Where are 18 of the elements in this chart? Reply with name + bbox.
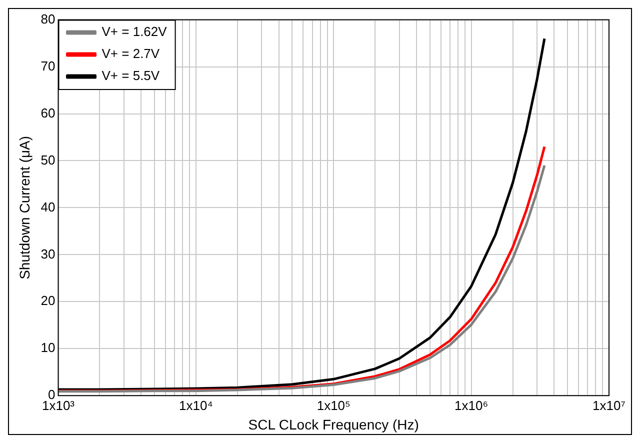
y-tick-label: 0: [48, 387, 56, 402]
legend-label: V+ = 1.62V: [102, 24, 168, 40]
y-axis-title: Shutdown Current (μA): [16, 136, 32, 280]
x-tick-label: 1x10⁴: [179, 398, 213, 413]
legend-label: V+ = 5.5V: [102, 68, 160, 84]
y-tick-label: 30: [40, 246, 56, 262]
x-tick-label: 1x10⁷: [592, 398, 626, 413]
x-tick-label: 1x10⁵: [316, 398, 350, 413]
legend-label: V+ = 2.7V: [102, 46, 160, 62]
y-tick-label: 10: [40, 340, 56, 356]
y-tick-label: 60: [40, 105, 56, 120]
y-tick-label: 40: [40, 199, 56, 214]
y-tick-label: 20: [40, 293, 56, 308]
y-tick-label: 50: [40, 152, 56, 168]
x-tick-label: 1x10⁶: [454, 398, 488, 413]
y-tick-label: 70: [40, 58, 56, 74]
x-axis-title: SCL CLock Frequency (Hz): [248, 416, 419, 432]
y-tick-label: 80: [40, 11, 56, 26]
